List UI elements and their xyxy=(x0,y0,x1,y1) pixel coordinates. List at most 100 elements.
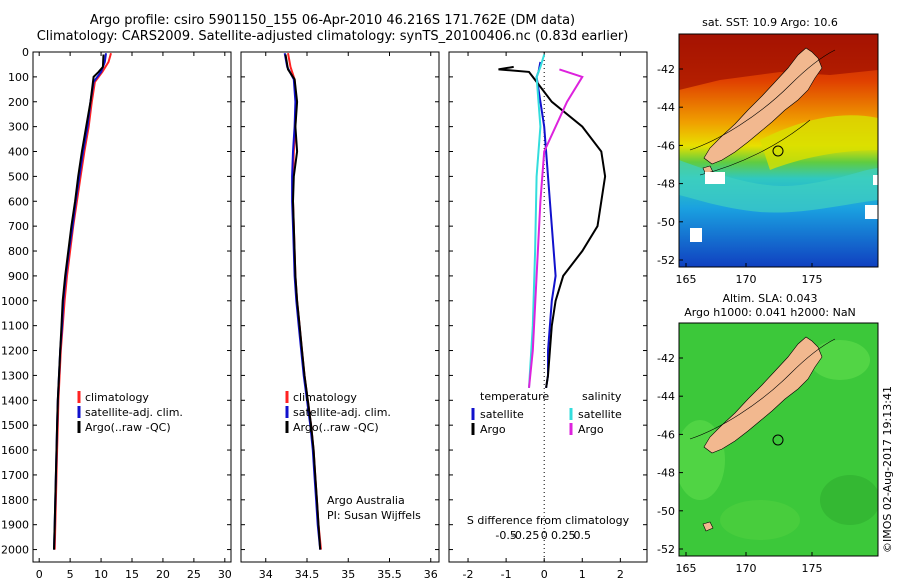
y-tick-label: 1100 xyxy=(1,320,29,333)
map-y-tick-label: -48 xyxy=(657,467,675,480)
temperature-panel: 0100200300400500600700800900100011001200… xyxy=(1,46,232,580)
legend-entry: Argo(..raw -QC) xyxy=(293,421,379,434)
x-tick-label: 15 xyxy=(125,568,139,580)
sst-map xyxy=(679,34,878,267)
y-tick-label: 700 xyxy=(8,220,29,233)
map-y-tick-label: -52 xyxy=(657,543,675,556)
x-tick-label: 20 xyxy=(156,568,170,580)
legend-header: temperature xyxy=(480,390,549,403)
series-line xyxy=(284,54,322,550)
x-tick-label: 1 xyxy=(579,568,586,580)
series-line xyxy=(53,54,105,550)
y-tick-label: 300 xyxy=(8,121,29,134)
y-tick-label: 800 xyxy=(8,245,29,258)
map-x-tick-label: 170 xyxy=(736,273,757,286)
map-y-tick-label: -50 xyxy=(657,216,675,229)
legend-entry: Argo xyxy=(578,423,604,436)
x-tick-label: 0 xyxy=(36,568,43,580)
s-tick-label: -0.5 xyxy=(495,529,516,542)
map-y-tick-label: -42 xyxy=(657,352,675,365)
x-tick-label: 34 xyxy=(259,568,273,580)
map-x-tick-label: 165 xyxy=(676,562,697,575)
stewart-island-land xyxy=(702,521,714,532)
sla-map-subtitle: Argo h1000: 0.041 h2000: NaN xyxy=(684,306,856,319)
x-tick-label: 30 xyxy=(218,568,232,580)
legend-entry: climatology xyxy=(85,391,149,404)
series-line xyxy=(528,54,546,388)
legend-entry: satellite xyxy=(480,408,524,421)
y-tick-label: 1700 xyxy=(1,469,29,482)
x-tick-label: 10 xyxy=(94,568,108,580)
x-tick-label: 36 xyxy=(424,568,438,580)
series-line xyxy=(528,68,584,389)
cloud-mask xyxy=(865,205,878,219)
y-tick-label: 1500 xyxy=(1,419,29,432)
y-tick-label: 1200 xyxy=(1,345,29,358)
x-tick-label: 25 xyxy=(187,568,201,580)
sst-contour xyxy=(699,119,811,176)
south-island-land xyxy=(703,47,823,165)
salinity-panel: 3434.53535.536salinityclimatologysatelli… xyxy=(240,51,440,580)
legend-entry: satellite xyxy=(578,408,622,421)
sst-map-frame xyxy=(678,33,879,268)
map-y-tick-label: -44 xyxy=(657,101,675,114)
argo-position-marker xyxy=(772,145,784,157)
map-y-tick-label: -46 xyxy=(657,139,675,152)
map-y-tick-label: -50 xyxy=(657,505,675,518)
legend-entry: satellite-adj. clim. xyxy=(85,406,183,419)
legend-entry: Argo(..raw -QC) xyxy=(85,421,171,434)
legend-entry: satellite-adj. clim. xyxy=(293,406,391,419)
s-tick-label: 0 xyxy=(541,529,548,542)
y-tick-label: 1000 xyxy=(1,295,29,308)
map-y-tick-label: -48 xyxy=(657,178,675,191)
x-tick-label: 35 xyxy=(341,568,355,580)
credit-text: ©IMOS 02-Aug-2017 19:13:41 xyxy=(881,386,894,553)
x-tick-label: 5 xyxy=(67,568,74,580)
annotation-text: PI: Susan Wijffels xyxy=(327,509,421,522)
x-tick-label: -1 xyxy=(501,568,512,580)
sst-map-title: sat. SST: 10.9 Argo: 10.6 xyxy=(702,16,838,29)
s-axis-label: S difference from climatology xyxy=(467,514,630,527)
sla-contour xyxy=(689,338,836,440)
map-y-tick-label: -46 xyxy=(657,428,675,441)
plot-frame xyxy=(240,51,440,563)
legend-entry: Argo xyxy=(480,423,506,436)
x-tick-label: 0 xyxy=(541,568,548,580)
sst-yellow-band xyxy=(760,115,878,170)
y-tick-label: 1300 xyxy=(1,369,29,382)
map-x-tick-label: 175 xyxy=(802,562,823,575)
cloud-mask xyxy=(873,175,878,185)
map-x-tick-label: 175 xyxy=(802,273,823,286)
y-tick-label: 900 xyxy=(8,270,29,283)
y-tick-label: 0 xyxy=(22,46,29,59)
y-tick-label: 2000 xyxy=(1,544,29,557)
y-tick-label: 500 xyxy=(8,170,29,183)
x-tick-label: -2 xyxy=(463,568,474,580)
map-y-tick-label: -42 xyxy=(657,63,675,76)
sst-contour xyxy=(689,49,836,151)
x-tick-label: 35.5 xyxy=(377,568,402,580)
y-tick-label: 600 xyxy=(8,195,29,208)
sla-map xyxy=(679,323,878,556)
y-tick-label: 1400 xyxy=(1,394,29,407)
series-line xyxy=(498,65,607,389)
difference-panel: -2-1012T difference from climatologyS di… xyxy=(448,51,648,580)
y-tick-label: 1800 xyxy=(1,494,29,507)
y-tick-label: 100 xyxy=(8,71,29,84)
chart-title: Argo profile: csiro 5901150_155 06-Apr-2… xyxy=(89,13,576,28)
x-tick-label: 34.5 xyxy=(295,568,320,580)
annotation-text: Argo Australia xyxy=(327,494,405,507)
sst-warm-patch xyxy=(679,34,878,90)
s-tick-label: -0.25 xyxy=(511,529,539,542)
s-tick-label: 0.5 xyxy=(574,529,592,542)
sst-cyan-band xyxy=(679,160,878,213)
y-tick-label: 400 xyxy=(8,146,29,159)
map-x-tick-label: 170 xyxy=(736,562,757,575)
plot-frame xyxy=(448,51,648,563)
sla-map-title: Altim. SLA: 0.043 xyxy=(722,292,817,305)
legend-entry: climatology xyxy=(293,391,357,404)
map-x-tick-label: 165 xyxy=(676,273,697,286)
south-island-land xyxy=(703,336,823,454)
